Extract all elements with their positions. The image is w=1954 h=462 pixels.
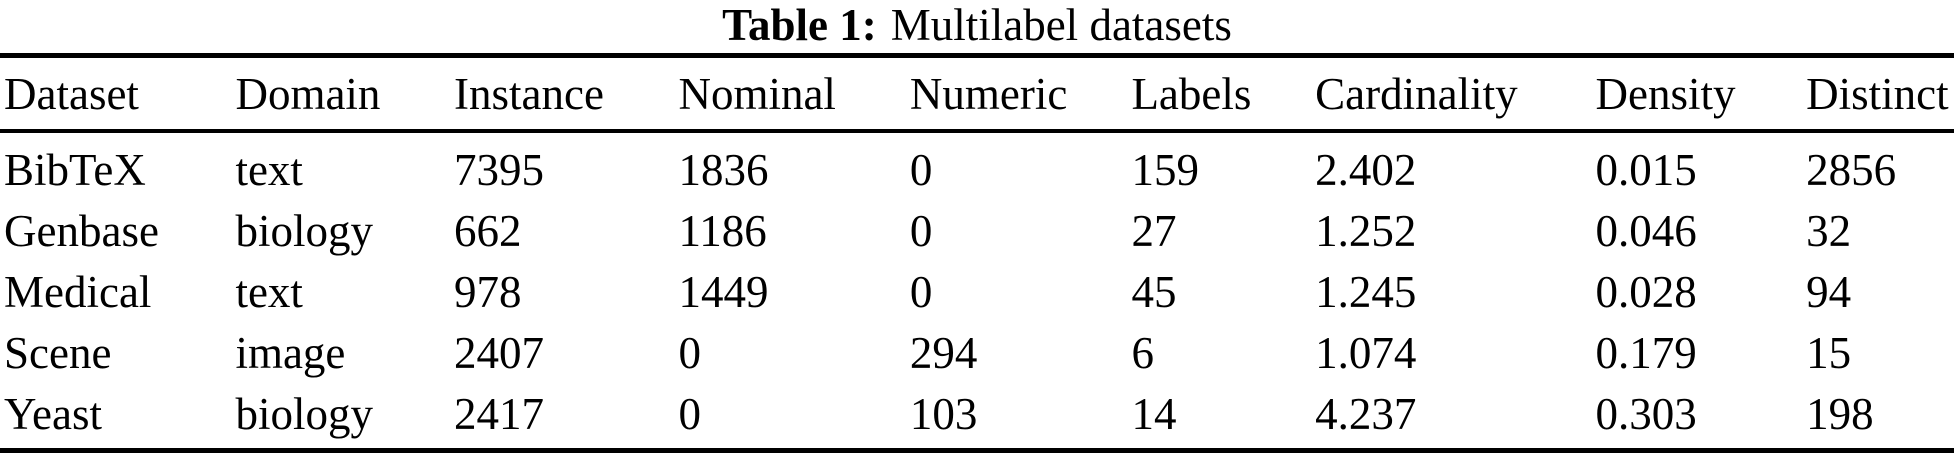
value-cell: 4.237 xyxy=(1315,383,1596,453)
value-cell: text xyxy=(235,266,303,317)
column-header-dataset: Dataset xyxy=(0,53,236,133)
value-cell: 32 xyxy=(1806,205,1852,256)
value-cell: biology xyxy=(235,205,373,256)
value-cell: 198 xyxy=(1806,383,1954,453)
table-row-bibtex: BibTeX text 7395 1836 0 159 2.402 0.015 2856 xyxy=(0,131,1954,200)
column-header-domain: Domain xyxy=(235,53,455,133)
value-cell: 27 xyxy=(1131,205,1177,256)
value-cell: 0 xyxy=(909,144,933,195)
value-cell: 2856 xyxy=(1806,144,1897,195)
column-header-instance: Instance xyxy=(454,53,679,133)
multilabel-datasets-table: Dataset Domain Instance Nominal Numeric Label… xyxy=(0,53,1954,453)
value-cell: 7395 xyxy=(454,144,545,195)
header-row: Dataset Domain Instance Nominal Numeric Label… xyxy=(0,53,1954,133)
value-cell: 1186 xyxy=(678,205,767,256)
value-cell: 2.402 xyxy=(1315,144,1417,195)
value-cell: 0.303 xyxy=(1595,383,1807,453)
value-cell: 2417 xyxy=(454,383,679,453)
dataset-name-cell: Medical xyxy=(4,266,152,317)
value-cell: image xyxy=(235,327,346,378)
dataset-name-cell: Scene xyxy=(4,327,112,378)
dataset-name-cell: BibTeX xyxy=(4,144,146,195)
column-header-cardinality: Cardinality xyxy=(1315,53,1596,133)
value-cell: 1449 xyxy=(678,266,769,317)
table-row-medical: Medical text 978 1449 0 45 1.245 0.028 94 xyxy=(0,261,1954,322)
value-cell: 14 xyxy=(1131,383,1316,453)
table-caption: Table 1: Multilabel datasets xyxy=(0,0,1954,53)
value-cell: 662 xyxy=(454,205,522,256)
value-cell: 0 xyxy=(678,327,701,378)
value-cell: text xyxy=(235,144,303,195)
value-cell: 45 xyxy=(1131,266,1177,317)
value-cell: 94 xyxy=(1806,266,1852,317)
value-cell: 1.252 xyxy=(1315,205,1417,256)
table-row-genbase: Genbase biology 662 1186 0 27 1.252 0.046 32 xyxy=(0,200,1954,261)
table-row-scene: Scene image 2407 0 294 6 1.074 0.179 15 xyxy=(0,322,1954,383)
table-row-yeast: Yeast biology 2417 0 103 14 4.237 0.303 198 xyxy=(0,383,1954,453)
column-header-labels: Labels xyxy=(1131,53,1316,133)
table-caption-label: Table 1: xyxy=(722,0,877,50)
value-cell: 1836 xyxy=(678,144,769,195)
value-cell: 294 xyxy=(909,327,978,378)
dataset-name-cell: Yeast xyxy=(0,383,236,453)
value-cell: 159 xyxy=(1131,144,1199,195)
value-cell: 0 xyxy=(678,383,910,453)
value-cell: 103 xyxy=(909,383,1132,453)
value-cell: biology xyxy=(235,383,455,453)
value-cell: 1.074 xyxy=(1315,327,1417,378)
column-header-nominal: Nominal xyxy=(678,53,910,133)
value-cell: 0.015 xyxy=(1595,144,1697,195)
value-cell: 0.046 xyxy=(1595,205,1697,256)
column-header-density: Density xyxy=(1595,53,1807,133)
value-cell: 15 xyxy=(1806,327,1852,378)
dataset-name-cell: Genbase xyxy=(4,205,159,256)
table-caption-text: Multilabel datasets xyxy=(890,0,1232,50)
column-header-distinct: Distinct xyxy=(1806,53,1954,133)
value-cell: 6 xyxy=(1131,327,1154,378)
value-cell: 0.028 xyxy=(1595,266,1697,317)
value-cell: 978 xyxy=(454,266,522,317)
value-cell: 2407 xyxy=(454,327,545,378)
value-cell: 0 xyxy=(909,205,933,256)
column-header-numeric: Numeric xyxy=(909,53,1132,133)
value-cell: 1.245 xyxy=(1315,266,1417,317)
value-cell: 0 xyxy=(909,266,933,317)
value-cell: 0.179 xyxy=(1595,327,1697,378)
